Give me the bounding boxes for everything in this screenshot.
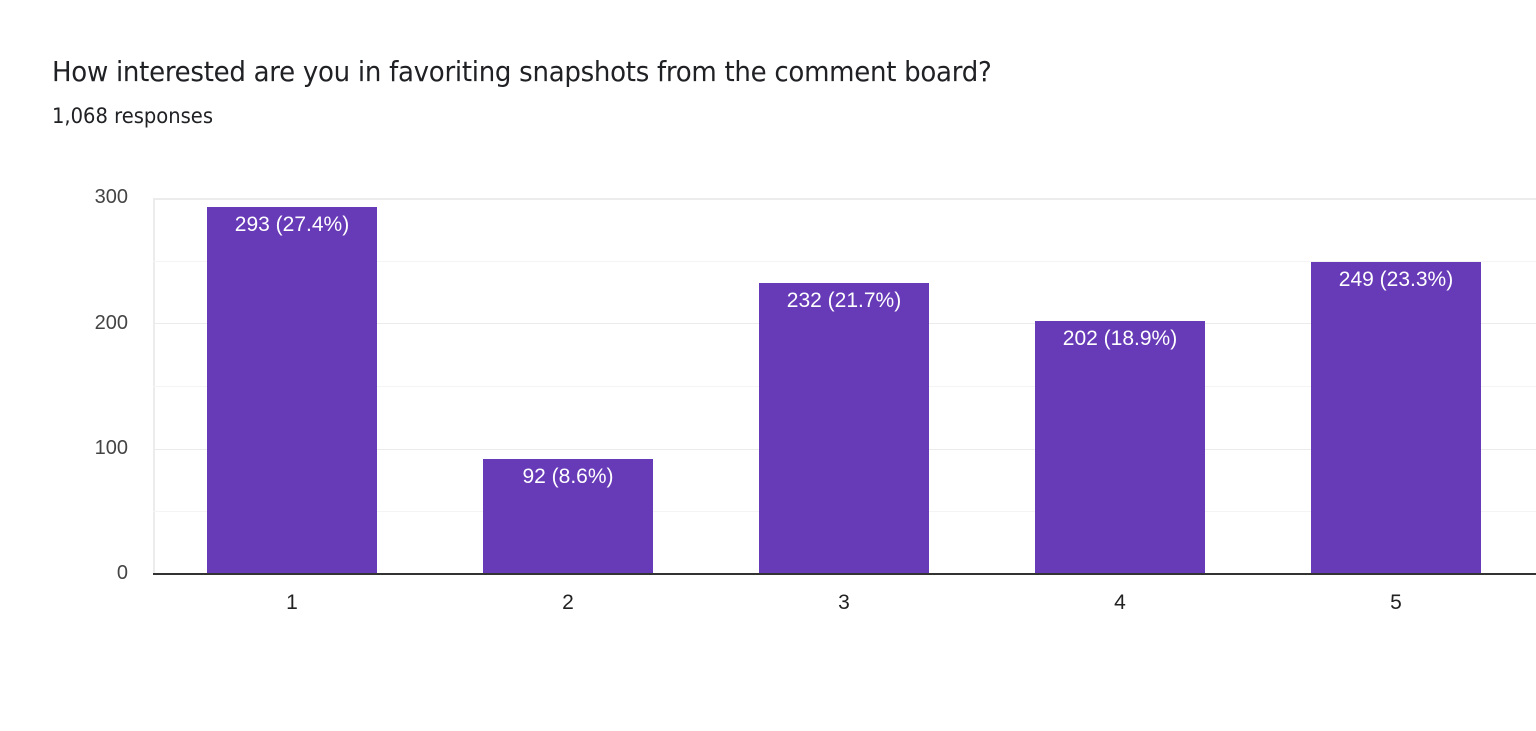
response-count: 1,068 responses — [52, 104, 214, 128]
x-tick-5: 5 — [1390, 591, 1402, 614]
bar-1[interactable]: 293 (27.4%) — [207, 206, 377, 574]
bar-value-label: 293 (27.4%) — [234, 212, 350, 236]
bar-2[interactable]: 92 (8.6%) — [483, 458, 653, 574]
bar-value-label: 92 (8.6%) — [522, 464, 614, 488]
y-tick-200: 200 — [94, 312, 128, 334]
chart-title: How interested are you in favoriting sna… — [52, 55, 992, 88]
y-tick-100: 100 — [94, 437, 128, 459]
x-axis-baseline — [153, 573, 1536, 575]
y-tick-300: 300 — [94, 186, 128, 208]
y-tick-0: 0 — [116, 562, 128, 584]
bar-4[interactable]: 202 (18.9%) — [1035, 320, 1205, 574]
x-tick-1: 1 — [286, 591, 298, 614]
bar-5[interactable]: 249 (23.3%) — [1311, 261, 1481, 574]
gridline-250 — [153, 261, 1536, 262]
bar-3[interactable]: 232 (21.7%) — [759, 283, 929, 574]
bar-value-label: 232 (21.7%) — [786, 289, 902, 313]
bar-value-label: 249 (23.3%) — [1338, 267, 1454, 291]
x-tick-4: 4 — [1114, 591, 1126, 614]
bar-value-label: 202 (18.9%) — [1062, 326, 1178, 350]
x-tick-2: 2 — [562, 591, 574, 614]
x-tick-3: 3 — [838, 591, 850, 614]
